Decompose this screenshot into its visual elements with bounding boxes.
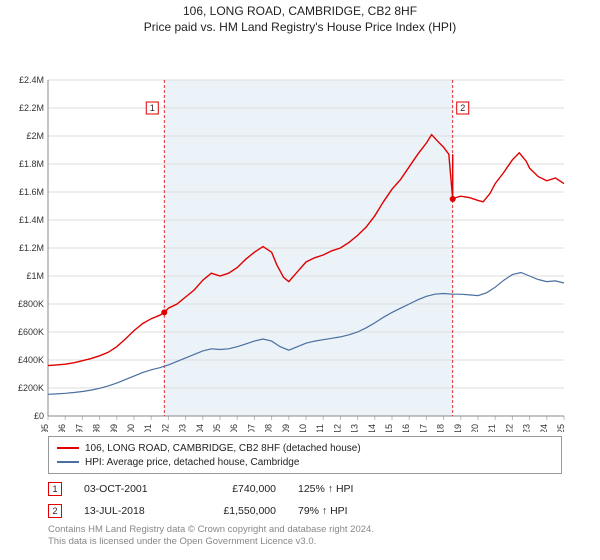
svg-text:1995: 1995: [40, 424, 50, 432]
svg-text:£1.8M: £1.8M: [19, 159, 44, 169]
svg-text:2023: 2023: [522, 424, 532, 432]
svg-text:2011: 2011: [315, 424, 325, 432]
svg-text:£200K: £200K: [18, 383, 44, 393]
svg-text:2022: 2022: [504, 424, 514, 432]
svg-text:2016: 2016: [401, 424, 411, 432]
event-marker-icon: 1: [48, 482, 62, 496]
svg-text:1999: 1999: [109, 424, 119, 432]
event-date: 03-OCT-2001: [84, 483, 174, 495]
svg-text:2000: 2000: [126, 424, 136, 432]
svg-text:2: 2: [460, 103, 465, 113]
svg-text:2018: 2018: [436, 424, 446, 432]
svg-text:2010: 2010: [298, 424, 308, 432]
svg-text:2021: 2021: [487, 424, 497, 432]
footnote-line: Contains HM Land Registry data © Crown c…: [48, 524, 562, 536]
svg-text:2012: 2012: [332, 424, 342, 432]
svg-text:2020: 2020: [470, 424, 480, 432]
svg-text:£1M: £1M: [26, 271, 44, 281]
svg-text:£2.2M: £2.2M: [19, 103, 44, 113]
footnote: Contains HM Land Registry data © Crown c…: [48, 524, 562, 549]
legend-row: HPI: Average price, detached house, Camb…: [57, 455, 553, 469]
svg-text:2004: 2004: [195, 424, 205, 432]
svg-text:2005: 2005: [212, 424, 222, 432]
event-pct: 125% ↑ HPI: [298, 483, 398, 495]
legend-swatch: [57, 447, 79, 449]
svg-text:1998: 1998: [92, 424, 102, 432]
footnote-line: This data is licensed under the Open Gov…: [48, 536, 562, 548]
legend-label: HPI: Average price, detached house, Camb…: [85, 457, 299, 468]
legend: 106, LONG ROAD, CAMBRIDGE, CB2 8HF (deta…: [48, 436, 562, 474]
svg-text:2006: 2006: [229, 424, 239, 432]
event-row: 2 13-JUL-2018 £1,550,000 79% ↑ HPI: [48, 500, 562, 522]
legend-swatch: [57, 461, 79, 463]
price-chart: £0 £200K £400K £600K £800K £1M £1.2M £1.4M £1.6M…: [0, 36, 600, 432]
svg-text:2019: 2019: [453, 424, 463, 432]
svg-text:2013: 2013: [350, 424, 360, 432]
svg-text:£2.4M: £2.4M: [19, 75, 44, 85]
svg-text:£400K: £400K: [18, 355, 44, 365]
svg-text:2014: 2014: [367, 424, 377, 432]
events-table: 1 03-OCT-2001 £740,000 125% ↑ HPI 2 13-J…: [48, 478, 562, 522]
svg-text:2002: 2002: [160, 424, 170, 432]
svg-text:£1.4M: £1.4M: [19, 215, 44, 225]
svg-text:2001: 2001: [143, 424, 153, 432]
svg-text:2025: 2025: [556, 424, 566, 432]
svg-text:2007: 2007: [246, 424, 256, 432]
page-title: 106, LONG ROAD, CAMBRIDGE, CB2 8HF: [0, 4, 600, 18]
svg-text:£1.2M: £1.2M: [19, 243, 44, 253]
legend-row: 106, LONG ROAD, CAMBRIDGE, CB2 8HF (deta…: [57, 441, 553, 455]
legend-label: 106, LONG ROAD, CAMBRIDGE, CB2 8HF (deta…: [85, 443, 361, 454]
svg-text:£0: £0: [34, 411, 44, 421]
svg-text:1: 1: [150, 103, 155, 113]
svg-text:1996: 1996: [57, 424, 67, 432]
page-subtitle: Price paid vs. HM Land Registry's House …: [0, 20, 600, 34]
svg-text:2003: 2003: [178, 424, 188, 432]
svg-text:£800K: £800K: [18, 299, 44, 309]
event-price: £740,000: [196, 483, 276, 495]
svg-text:2024: 2024: [539, 424, 549, 432]
event-marker-icon: 2: [48, 504, 62, 518]
svg-text:2015: 2015: [384, 424, 394, 432]
event-price: £1,550,000: [196, 505, 276, 517]
event-pct: 79% ↑ HPI: [298, 505, 398, 517]
event-row: 1 03-OCT-2001 £740,000 125% ↑ HPI: [48, 478, 562, 500]
svg-text:2008: 2008: [264, 424, 274, 432]
svg-text:£600K: £600K: [18, 327, 44, 337]
event-date: 13-JUL-2018: [84, 505, 174, 517]
svg-text:£1.6M: £1.6M: [19, 187, 44, 197]
svg-text:£2M: £2M: [26, 131, 44, 141]
svg-text:2009: 2009: [281, 424, 291, 432]
svg-text:2017: 2017: [418, 424, 428, 432]
svg-text:1997: 1997: [74, 424, 84, 432]
